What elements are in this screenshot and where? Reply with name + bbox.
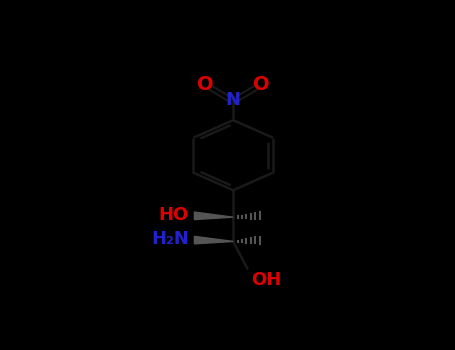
Polygon shape — [194, 212, 233, 219]
Polygon shape — [194, 236, 233, 244]
Text: O: O — [253, 75, 270, 94]
Text: N: N — [226, 91, 241, 109]
Text: HO: HO — [159, 206, 189, 224]
Text: H₂N: H₂N — [151, 230, 189, 248]
Text: OH: OH — [251, 271, 281, 288]
Text: O: O — [197, 75, 213, 94]
